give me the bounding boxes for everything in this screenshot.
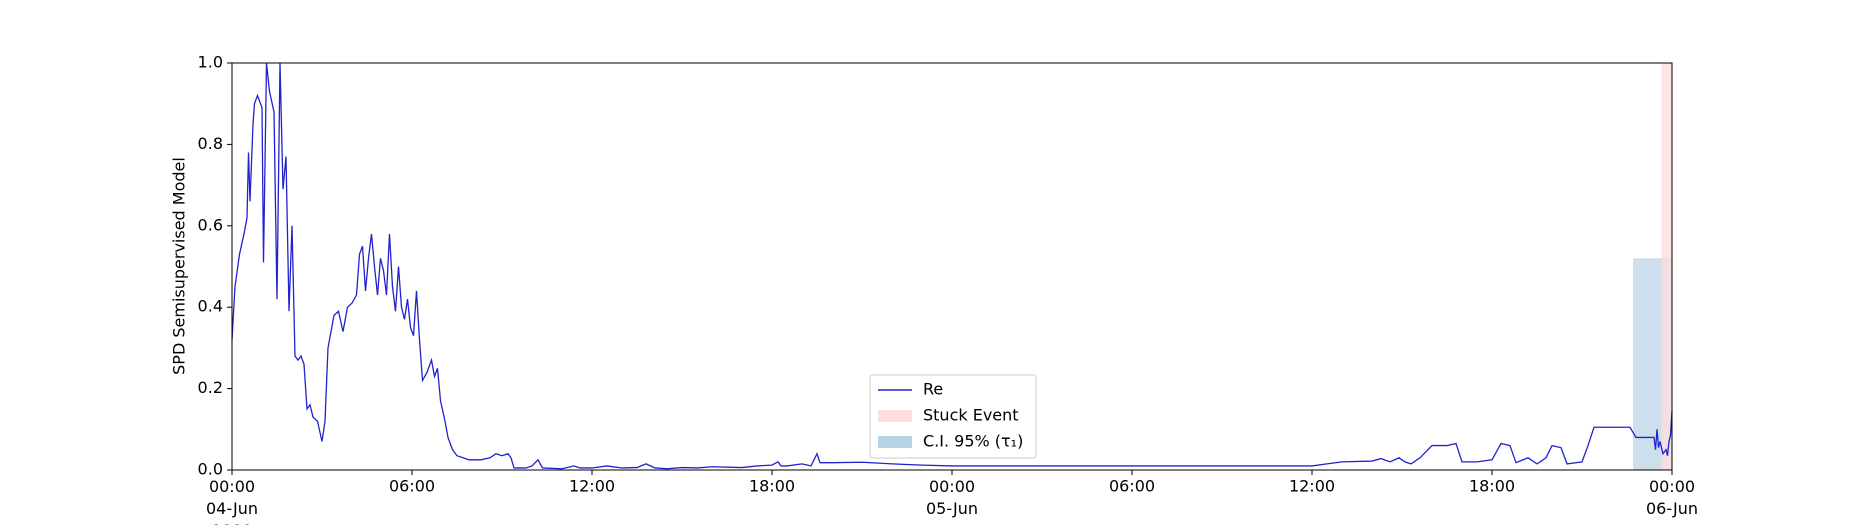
x-tick-label: 18:00 bbox=[1469, 477, 1515, 496]
x-tick-label: 12:00 bbox=[569, 477, 615, 496]
legend-label: Re bbox=[923, 380, 943, 399]
legend-label: Stuck Event bbox=[923, 406, 1019, 425]
y-tick-label: 0.2 bbox=[198, 378, 223, 397]
stuck-event-span bbox=[1661, 63, 1672, 470]
legend-label: C.I. 95% (τ₁) bbox=[923, 432, 1023, 451]
y-tick-label: 1.0 bbox=[198, 53, 223, 72]
data-line bbox=[231, 62, 1673, 470]
y-tick-label: 0.0 bbox=[198, 460, 223, 479]
x-tick-label: 06:00 bbox=[1109, 477, 1155, 496]
y-tick-label: 0.4 bbox=[198, 297, 223, 316]
x-tick-label: 12:00 bbox=[1289, 477, 1335, 496]
x-tick-label: 06:00 bbox=[389, 477, 435, 496]
legend-swatch bbox=[878, 410, 912, 422]
y-axis-label: SPD Semisupervised Model bbox=[170, 157, 189, 375]
x-tick-label: 00:00 06-Jun bbox=[1646, 477, 1698, 518]
y-tick-label: 0.6 bbox=[198, 215, 223, 234]
x-tick-label: 18:00 bbox=[749, 477, 795, 496]
x-tick-label: 00:00 05-Jun bbox=[926, 477, 978, 518]
legend: Re Stuck Event C.I. 95% (τ₁) bbox=[869, 374, 1037, 459]
legend-swatch bbox=[878, 436, 912, 448]
y-tick-label: 0.8 bbox=[198, 134, 223, 153]
